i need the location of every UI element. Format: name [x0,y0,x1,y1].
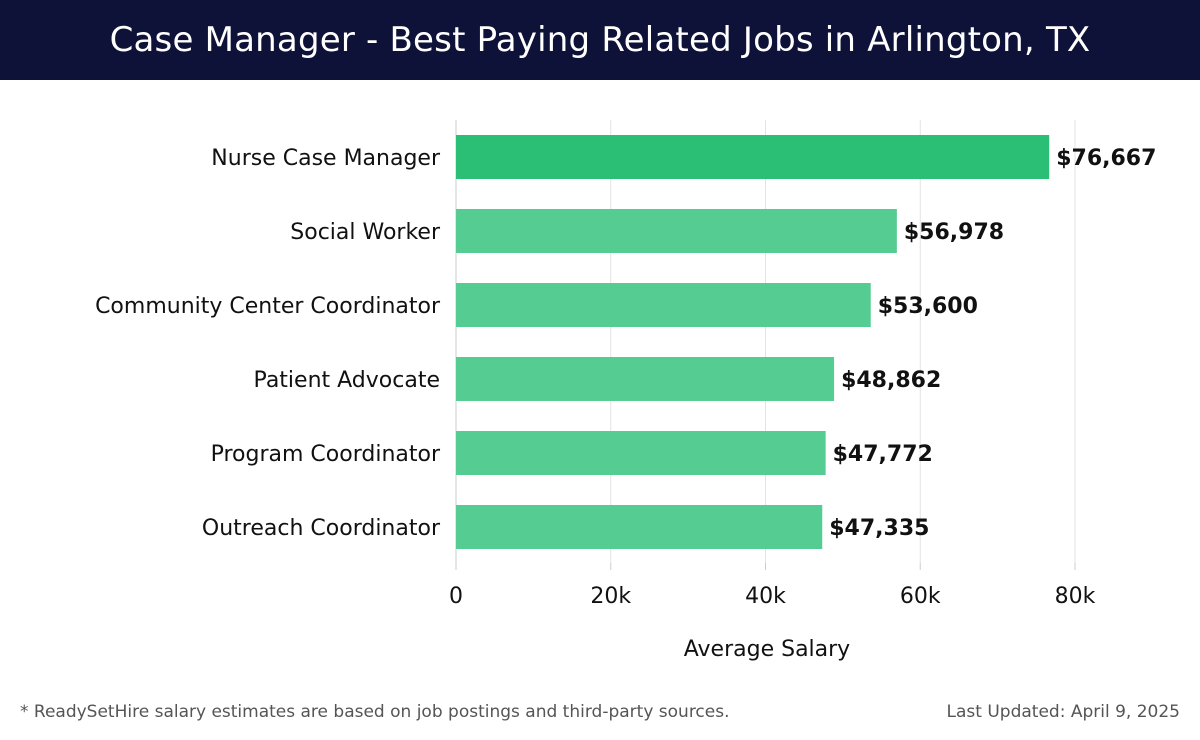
value-label: $48,862 [841,368,941,393]
category-label: Patient Advocate [254,368,440,393]
footer-note: * ReadySetHire salary estimates are base… [20,702,730,722]
bar [456,357,835,401]
x-axis-title: Average Salary [684,637,850,662]
x-tick-label: 80k [1055,584,1096,609]
page-title: Case Manager - Best Paying Related Jobs … [109,20,1091,60]
bar [456,135,1050,179]
category-label: Social Worker [290,220,441,245]
header-bar: Case Manager - Best Paying Related Jobs … [0,0,1200,80]
bar [456,431,826,475]
value-label: $53,600 [878,294,978,319]
category-label: Outreach Coordinator [202,516,441,541]
category-label: Nurse Case Manager [211,146,441,171]
label-layer: 0 20k 40k 60k 80k Nurse Case Manager $76,667 So… [95,146,1156,609]
value-label: $76,667 [1056,146,1156,171]
last-updated: Last Updated: April 9, 2025 [946,702,1180,722]
bar-layer [456,135,1050,549]
bar [456,505,823,549]
bar-chart: 0 20k 40k 60k 80k Nurse Case Manager $76,667 So… [95,120,1156,662]
x-tick-label: 0 [449,584,463,609]
x-tick-label: 40k [745,584,786,609]
value-label: $47,772 [833,442,933,467]
x-tick-label: 60k [900,584,941,609]
category-label: Program Coordinator [211,442,441,467]
value-label: $56,978 [904,220,1004,245]
bar [456,209,897,253]
value-label: $47,335 [829,516,929,541]
grid-layer [455,120,1076,570]
bar [456,283,871,327]
x-tick-label: 20k [590,584,631,609]
category-label: Community Center Coordinator [95,294,441,319]
